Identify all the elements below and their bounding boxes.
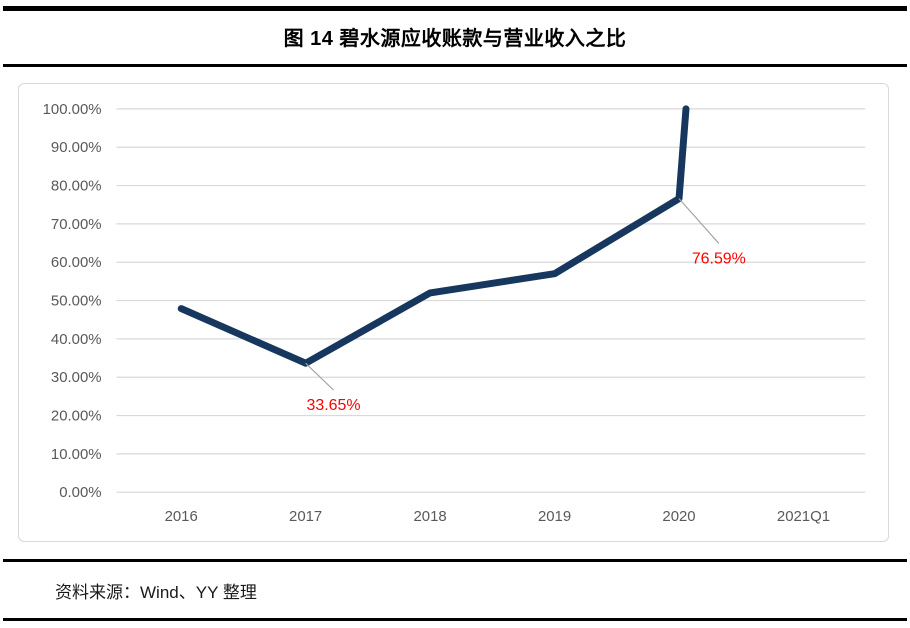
y-axis-tick-label: 80.00% (51, 178, 102, 195)
y-axis-tick-label: 40.00% (51, 331, 102, 348)
data-label: 33.65% (307, 397, 361, 414)
y-axis-tick-label: 100.00% (43, 101, 102, 118)
top-rule (3, 6, 907, 11)
y-axis-tick-label: 30.00% (51, 369, 102, 386)
y-axis-tick-label: 70.00% (51, 216, 102, 233)
y-axis-tick-label: 90.00% (51, 139, 102, 156)
bottom-rule (3, 618, 907, 621)
y-axis-tick-label: 0.00% (59, 484, 101, 501)
y-axis-tick-label: 50.00% (51, 293, 102, 310)
y-axis-tick-label: 60.00% (51, 254, 102, 271)
x-axis-category-label: 2018 (414, 508, 447, 525)
x-axis-category-label: 2017 (289, 508, 322, 525)
source-note: 资料来源：Wind、YY 整理 (55, 583, 257, 602)
title-underline-rule (3, 64, 907, 67)
source-top-rule (3, 559, 907, 562)
series-line (177, 105, 690, 367)
data-label: 76.59% (692, 250, 746, 267)
x-axis-category-label: 2019 (538, 508, 571, 525)
y-axis-tick-label: 10.00% (51, 446, 102, 463)
x-axis-category-label: 2016 (165, 508, 198, 525)
chart-container: 0.00% 10.00% 20.00% 30.00% 40.00% 50.00% 60.00… (18, 83, 889, 542)
x-axis-category-label: 2020 (662, 508, 695, 525)
y-axis-tick-label: 20.00% (51, 408, 102, 425)
x-axis-category-label: 2021Q1 (777, 508, 830, 525)
figure-title: 图 14 碧水源应收账款与营业收入之比 (283, 28, 627, 50)
data-label-leader-line (678, 198, 720, 244)
data-label-leader-line (305, 362, 334, 391)
line-chart-svg: 0.00% 10.00% 20.00% 30.00% 40.00% 50.00% 60.00… (43, 101, 866, 525)
